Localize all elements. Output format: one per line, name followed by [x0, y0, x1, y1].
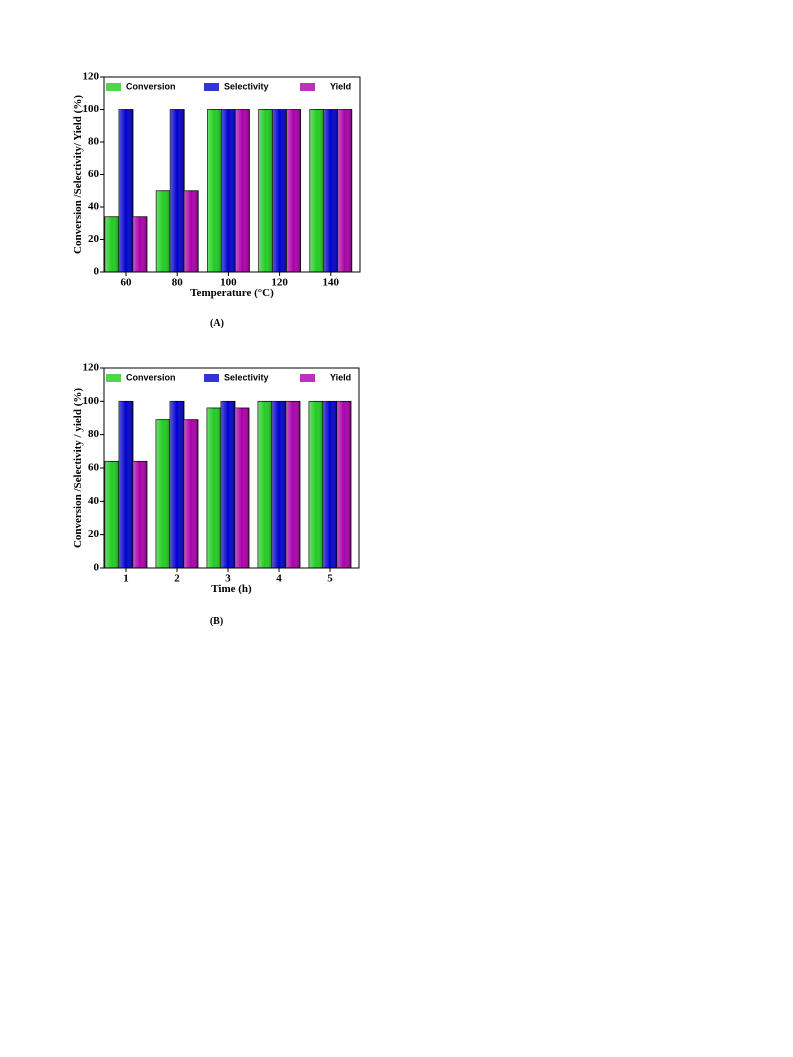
- bar-shade: [286, 109, 301, 272]
- y-tick-label: 20: [88, 233, 100, 245]
- x-tick-label: 140: [323, 277, 340, 289]
- y-tick-label: 80: [88, 136, 100, 148]
- y-axis-title: Conversion /Selectivity / yield (%): [72, 388, 84, 548]
- bar-shade: [133, 461, 147, 568]
- x-tick-label: 4: [276, 573, 282, 585]
- bar-shade: [207, 408, 221, 568]
- legend-label: Conversion: [126, 81, 176, 91]
- legend-swatch: [204, 83, 219, 91]
- bar-shade: [133, 216, 147, 272]
- x-tick-label: 100: [220, 277, 237, 289]
- x-axis-title: Temperature (°C): [190, 287, 274, 299]
- bar-shade: [105, 216, 119, 272]
- bar-shade: [156, 419, 170, 568]
- bar-shade: [323, 401, 337, 568]
- legend-swatch: [300, 83, 315, 91]
- legend-label: Yield: [330, 81, 351, 91]
- legend-swatch: [204, 374, 219, 382]
- legend-label: Conversion: [126, 372, 176, 382]
- y-tick-label: 100: [83, 103, 100, 115]
- bar-shade: [207, 109, 222, 272]
- caption: (A): [210, 318, 224, 329]
- bar-shade: [184, 419, 198, 568]
- bar-shade: [286, 401, 300, 568]
- x-tick-label: 5: [327, 573, 333, 585]
- y-tick-label: 0: [94, 266, 100, 278]
- legend-label: Yield: [330, 372, 351, 382]
- x-tick-label: 1: [123, 573, 129, 585]
- x-tick-label: 2: [174, 573, 180, 585]
- y-tick-label: 40: [88, 201, 100, 213]
- bar-shade: [170, 401, 184, 568]
- bar-shade: [272, 401, 286, 568]
- y-tick-label: 60: [88, 168, 100, 180]
- y-axis-title: Conversion /Selectivity/ Yield (%): [72, 95, 84, 254]
- bar-shade: [105, 461, 119, 568]
- bar-shade: [272, 109, 287, 272]
- y-tick-label: 0: [94, 562, 100, 574]
- x-tick-label: 3: [225, 573, 231, 585]
- bar-shade: [221, 401, 235, 568]
- y-tick-label: 60: [88, 462, 100, 474]
- y-tick-label: 120: [83, 362, 100, 374]
- legend-label: Selectivity: [224, 81, 269, 91]
- y-tick-label: 120: [83, 71, 100, 83]
- y-tick-label: 40: [88, 495, 100, 507]
- bar-shade: [258, 401, 272, 568]
- y-tick-label: 80: [88, 428, 100, 440]
- bar-shade: [170, 109, 185, 272]
- bar-shade: [184, 190, 199, 272]
- bar-shade: [337, 109, 352, 272]
- bar-shade: [309, 109, 324, 272]
- plot-frame: [103, 76, 361, 273]
- legend-swatch: [300, 374, 315, 382]
- x-axis-title: Time (h): [211, 583, 252, 595]
- legend-swatch: [106, 83, 121, 91]
- x-tick-label: 120: [271, 277, 288, 289]
- legend-label: Selectivity: [224, 372, 269, 382]
- caption: (B): [210, 616, 223, 627]
- x-tick-label: 60: [121, 277, 133, 289]
- plot-frame: [103, 367, 360, 569]
- bar-shade: [119, 401, 133, 568]
- bar-shade: [337, 401, 351, 568]
- y-tick-label: 100: [83, 395, 100, 407]
- bar-shade: [221, 109, 236, 272]
- bar-shade: [119, 109, 133, 272]
- y-tick-label: 20: [88, 528, 100, 540]
- bar-shade: [258, 109, 273, 272]
- bar-shade: [156, 190, 171, 272]
- bar-shade: [309, 401, 323, 568]
- bar-shade: [235, 109, 250, 272]
- bar-shade: [235, 408, 249, 568]
- legend-swatch: [106, 374, 121, 382]
- bar-shade: [323, 109, 338, 272]
- x-tick-label: 80: [172, 277, 184, 289]
